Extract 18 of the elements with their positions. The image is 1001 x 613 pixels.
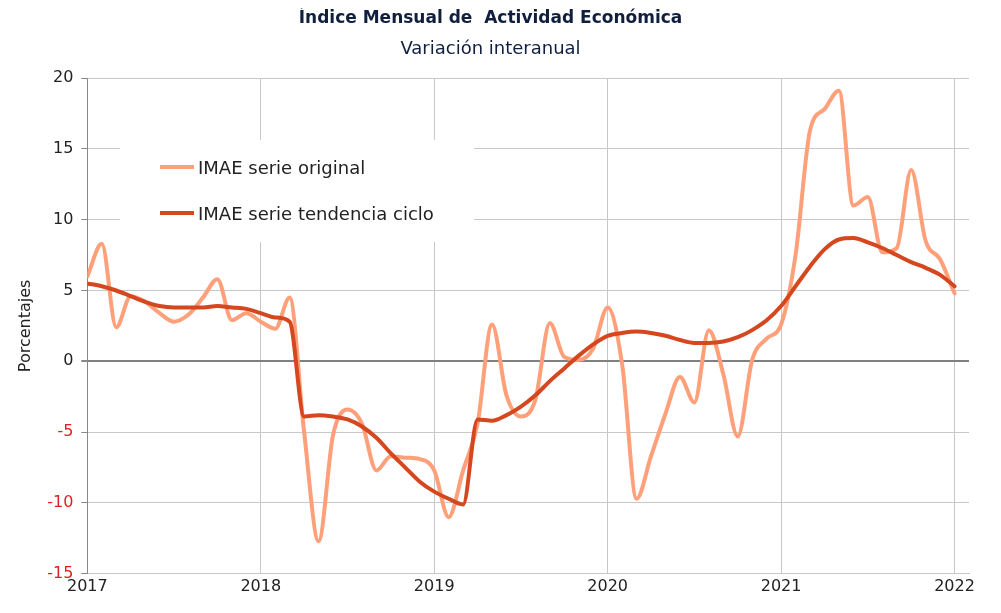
legend-label: IMAE serie tendencia ciclo [198, 202, 434, 224]
x-tick-label: 2020 [587, 575, 629, 595]
y-tick-label: -10 [47, 492, 74, 512]
y-tick-label: 10 [52, 208, 74, 228]
y-tick-label: 20 [52, 67, 74, 87]
y-tick-label: -5 [57, 421, 74, 441]
chart-subtitle: Variación interanual [400, 36, 581, 58]
y-axis-title: Porcentajes [14, 279, 34, 373]
x-tick-label: 2018 [240, 575, 282, 595]
x-tick-label: 2021 [760, 575, 802, 595]
legend-label: IMAE serie original [198, 156, 366, 178]
x-tick-label: 2022 [934, 575, 975, 595]
y-tick-label: 5 [63, 279, 74, 299]
x-tick-label: 2019 [413, 575, 455, 595]
line-series [87, 88, 957, 544]
y-tick-label: 0 [63, 350, 74, 370]
y-tick-label: 15 [52, 137, 74, 157]
line-series [87, 236, 957, 507]
